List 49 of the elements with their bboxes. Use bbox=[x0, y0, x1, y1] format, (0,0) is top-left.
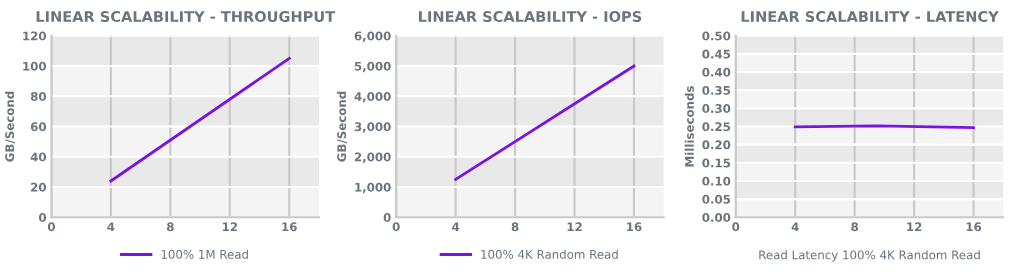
y-tick-label: 0 bbox=[383, 212, 391, 222]
x-tick-label: 16 bbox=[966, 222, 982, 232]
x-tick-label: 4 bbox=[791, 222, 799, 232]
y-tick-label: 0.20 bbox=[702, 140, 731, 150]
x-tick-label: 4 bbox=[452, 222, 460, 232]
x-tick-label: 12 bbox=[222, 222, 237, 232]
y-tick-label: 0.35 bbox=[702, 85, 731, 95]
x-tick-label: 16 bbox=[627, 222, 642, 232]
y-axis-title: Milliseconds bbox=[684, 86, 694, 167]
y-axis-title: GB/Second bbox=[336, 91, 348, 162]
x-tick-label: 8 bbox=[166, 222, 174, 232]
y-tick-label: 1,000 bbox=[355, 182, 391, 194]
x-tick-label: 0 bbox=[47, 222, 55, 232]
x-tick-label: 4 bbox=[107, 222, 115, 232]
chart-title: LINEAR SCALABILITY - THROUGHPUT bbox=[36, 11, 336, 23]
y-tick-label: 120 bbox=[23, 31, 47, 41]
y-tick-label: 4,000 bbox=[354, 91, 391, 103]
y-tick-label: 5,000 bbox=[354, 61, 391, 73]
x-tick-label: 12 bbox=[907, 222, 922, 232]
y-tick-label: 3,000 bbox=[354, 122, 391, 133]
y-tick-label: 0.05 bbox=[702, 194, 731, 204]
y-tick-label: 2,000 bbox=[354, 152, 391, 163]
y-tick-label: 0.25 bbox=[702, 122, 731, 132]
y-tick-label: 0.50 bbox=[702, 31, 731, 41]
y-tick-label: 0.30 bbox=[702, 104, 731, 113]
x-tick-label: 0 bbox=[732, 222, 740, 232]
legend-label: 100% 1M Read bbox=[161, 249, 248, 259]
y-tick-label: 0.00 bbox=[702, 212, 731, 222]
y-tick-label: 0.45 bbox=[702, 49, 731, 59]
y-tick-label: 0.10 bbox=[702, 176, 731, 186]
x-tick-label: 8 bbox=[851, 222, 859, 232]
x-tick-label: 16 bbox=[282, 222, 297, 232]
x-tick-label: 0 bbox=[392, 222, 400, 232]
y-tick-label: 100 bbox=[23, 61, 47, 71]
y-tick-label: 20 bbox=[31, 182, 47, 192]
y-tick-label: 60 bbox=[30, 122, 47, 132]
y-tick-label: 0.40 bbox=[702, 67, 731, 77]
x-axis-title: Read Latency 100% 4K Random Read bbox=[759, 250, 980, 262]
y-axis-title: GB/Second bbox=[4, 91, 16, 162]
chart-title: LINEAR SCALABILITY - IOPS bbox=[419, 11, 642, 23]
chart-title: LINEAR SCALABILITY - LATENCY bbox=[741, 11, 999, 23]
y-tick-label: 0.15 bbox=[702, 158, 731, 168]
legend-label: 100% 4K Random Read bbox=[481, 249, 618, 259]
y-tick-label: 80 bbox=[30, 91, 47, 101]
y-tick-label: 40 bbox=[30, 152, 47, 162]
y-tick-label: 6,000 bbox=[354, 31, 391, 42]
x-tick-label: 8 bbox=[511, 222, 519, 232]
y-tick-label: 0 bbox=[38, 212, 47, 222]
x-tick-label: 12 bbox=[567, 222, 582, 232]
